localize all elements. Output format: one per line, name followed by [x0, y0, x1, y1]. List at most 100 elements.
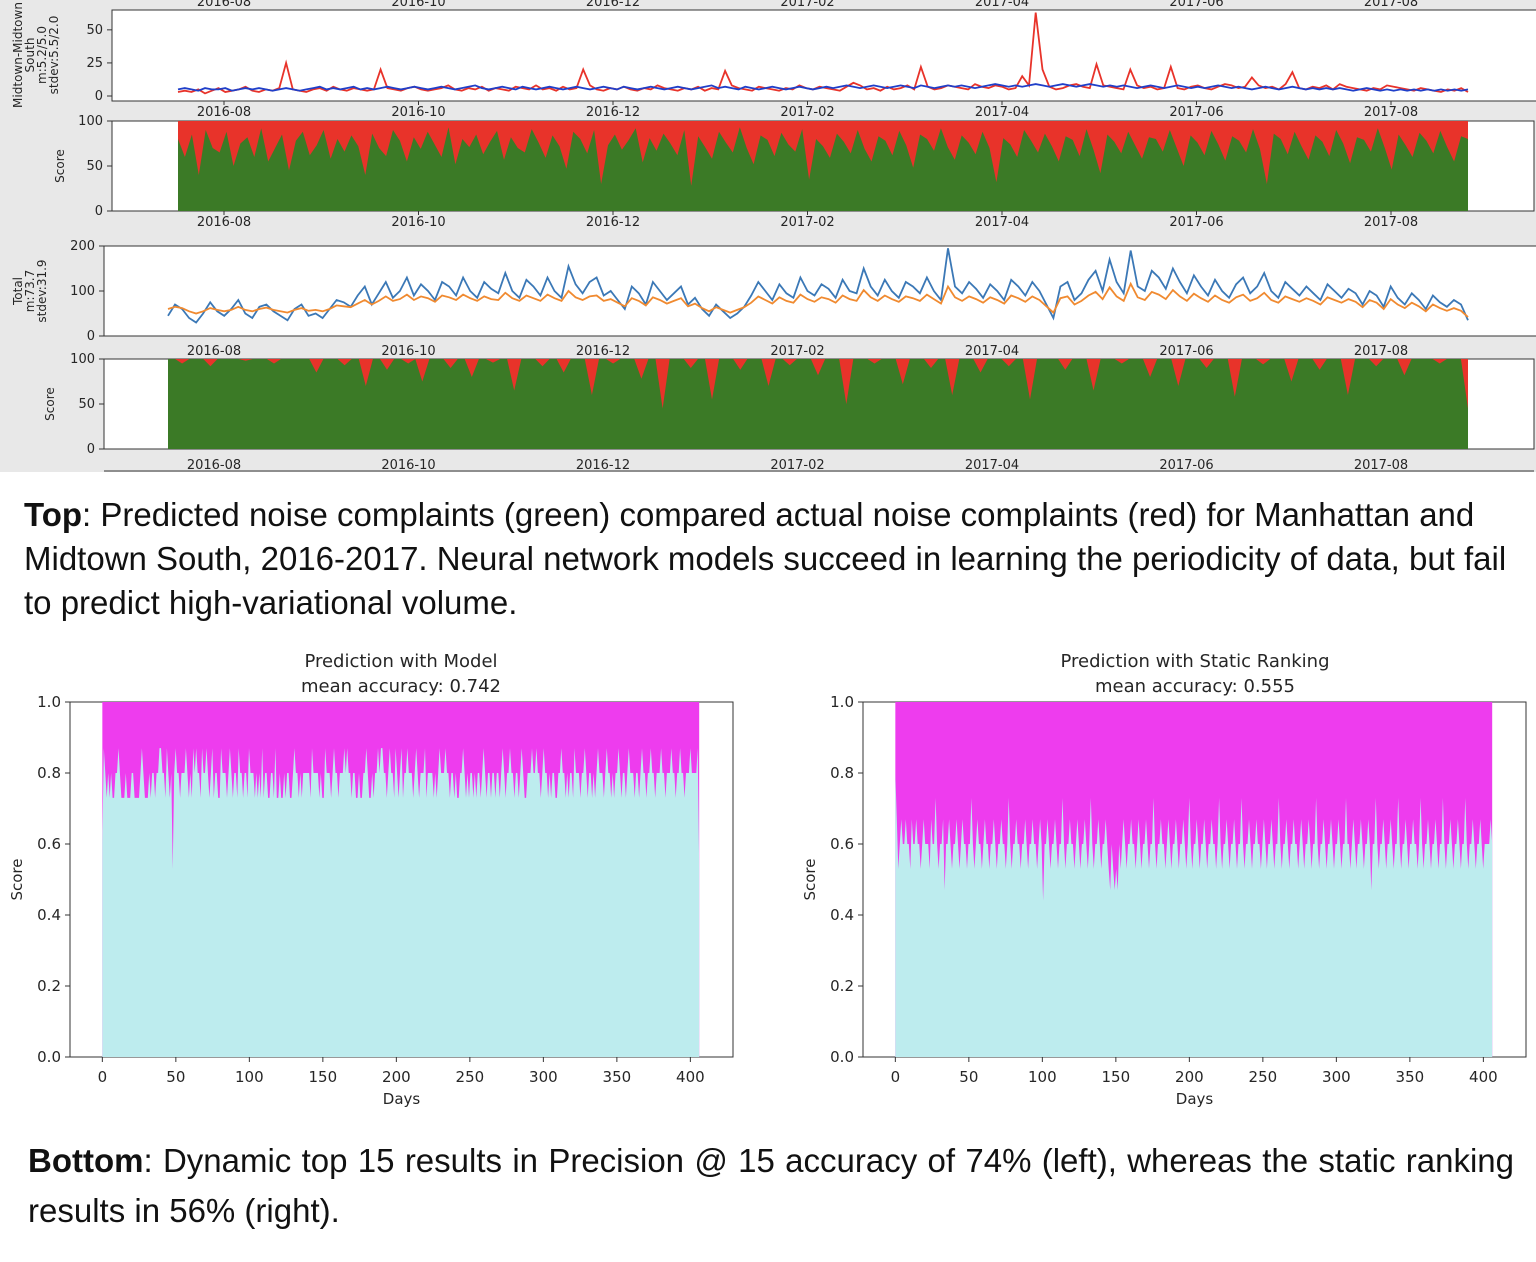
model-accuracy-xtick-label: 100	[235, 1068, 264, 1086]
static-accuracy-xtick-label: 50	[959, 1068, 978, 1086]
model-accuracy-xtick-label: 0	[98, 1068, 108, 1086]
model-accuracy-ytick-label: 0.2	[37, 977, 61, 995]
static-accuracy-xtick-label: 300	[1322, 1068, 1351, 1086]
top-caption-text: : Predicted noise complaints (green) com…	[24, 496, 1507, 621]
model-accuracy-ytick-label: 0.8	[37, 764, 61, 782]
static-accuracy-ytick-label: 0.2	[830, 977, 854, 995]
model-accuracy-xtick-label: 350	[603, 1068, 632, 1086]
midtown-top-clipped-label: 2016-12	[586, 0, 640, 10]
model-accuracy-ytick-label: 1.0	[37, 693, 61, 711]
midtown-top-clipped-label: 2017-06	[1169, 0, 1223, 10]
midtown-top-clipped-label: 2017-02	[780, 0, 834, 10]
model-accuracy-xlabel: Days	[383, 1090, 421, 1108]
total-ytick-label: 100	[70, 284, 95, 299]
total-xtick-label: 2017-06	[1159, 344, 1213, 359]
model-accuracy-xtick-label: 250	[456, 1068, 485, 1086]
midtown-xtick-label: 2016-08	[197, 105, 251, 120]
total-xtick-label: 2017-02	[770, 344, 824, 359]
midtown-xtick-label: 2017-08	[1364, 105, 1418, 120]
midtown-predicted-series-line	[177, 83, 1469, 92]
static-accuracy-xtick-label: 400	[1469, 1068, 1498, 1086]
total-score-ylabel: Score	[43, 387, 57, 421]
total-score-xtick-label: 2017-08	[1354, 458, 1408, 473]
midtown-ytick-label: 0	[95, 89, 103, 104]
total-score-xtick-label: 2017-06	[1159, 458, 1213, 473]
total-xtick-label: 2017-04	[965, 344, 1019, 359]
model-accuracy-xtick-label: 150	[309, 1068, 338, 1086]
static-accuracy-ytick-label: 0.6	[830, 835, 854, 853]
static-accuracy-ylabel: Score	[801, 858, 819, 900]
midtown-xtick-label: 2017-02	[780, 105, 834, 120]
static-accuracy-ytick-label: 0.8	[830, 764, 854, 782]
model-accuracy-ytick-label: 0.6	[37, 835, 61, 853]
midtown-score-ylabel: Score	[53, 149, 67, 183]
midtown-score-xtick-label: 2016-12	[586, 215, 640, 230]
total-actual-series-line	[167, 248, 1469, 324]
total-xtick-label: 2016-12	[576, 344, 630, 359]
top-caption-lead: Top	[24, 496, 83, 533]
total-xtick-label: 2016-10	[381, 344, 435, 359]
midtown-xtick-label: 2017-06	[1169, 105, 1223, 120]
midtown-top-clipped-label: 2017-08	[1364, 0, 1418, 10]
total-predicted-series-line	[167, 281, 1469, 318]
static-accuracy-ytick-label: 0.0	[830, 1048, 854, 1066]
midtown-score-hit-area	[178, 127, 1468, 211]
bottom-caption-text: : Dynamic top 15 results in Precision @ …	[28, 1142, 1514, 1229]
midtown-score-xtick-label: 2017-08	[1364, 215, 1418, 230]
model-accuracy-ytick-label: 0.4	[37, 906, 61, 924]
midtown-ytick-label: 25	[86, 56, 103, 71]
midtown-top-clipped-label: 2016-08	[197, 0, 251, 10]
model-accuracy-subtitle: mean accuracy: 0.742	[301, 676, 501, 697]
midtown-ylabel-line: South	[23, 38, 37, 73]
total-ylabel-line: Total	[11, 277, 25, 306]
model-accuracy-ylabel: Score	[8, 858, 26, 900]
static-accuracy-xtick-label: 200	[1175, 1068, 1204, 1086]
total-score-xtick-label: 2016-10	[381, 458, 435, 473]
model-accuracy-xtick-label: 300	[529, 1068, 558, 1086]
model-accuracy-hit-area	[102, 748, 700, 1057]
total-score-xtick-label: 2017-04	[965, 458, 1019, 473]
midtown-top-clipped-label: 2017-04	[975, 0, 1029, 10]
midtown-score-xtick-label: 2017-06	[1169, 215, 1223, 230]
midtown-score-ytick-label: 50	[86, 159, 103, 174]
static-accuracy-ytick-label: 1.0	[830, 693, 854, 711]
total-ytick-label: 200	[70, 239, 95, 254]
midtown-ytick-label: 50	[86, 23, 103, 38]
static-accuracy-xtick-label: 250	[1249, 1068, 1278, 1086]
total-xtick-label: 2016-08	[187, 344, 241, 359]
static-accuracy-xtick-label: 350	[1396, 1068, 1425, 1086]
static-accuracy-xtick-label: 150	[1102, 1068, 1131, 1086]
midtown-xtick-label: 2016-10	[391, 105, 445, 120]
midtown-score-ytick-label: 0	[95, 204, 103, 219]
bottom-caption-lead: Bottom	[28, 1142, 144, 1179]
static-accuracy-hit-area	[895, 773, 1493, 1057]
midtown-top-clipped-label: 2016-10	[391, 0, 445, 10]
total-score-ytick-label: 50	[78, 397, 95, 412]
total-score-hit-area	[168, 359, 1468, 449]
midtown-ylabel-line: stdev:5.5/2.0	[47, 16, 61, 95]
total-plot-area	[103, 245, 1536, 337]
total-ylabel-line: stdev:31.9	[35, 259, 49, 322]
midtown-xtick-label: 2017-04	[975, 105, 1029, 120]
midtown-score-xtick-label: 2017-02	[780, 215, 834, 230]
total-ylabel-line: m:73.7	[23, 270, 37, 312]
top-caption: Top: Predicted noise complaints (green) …	[24, 493, 1514, 625]
midtown-score-ytick-label: 100	[78, 114, 103, 129]
total-score-ytick-label: 100	[70, 352, 95, 367]
static-accuracy-xtick-label: 100	[1028, 1068, 1057, 1086]
midtown-xtick-label: 2016-12	[586, 105, 640, 120]
model-accuracy-ytick-label: 0.0	[37, 1048, 61, 1066]
model-accuracy-xtick-label: 400	[676, 1068, 705, 1086]
midtown-score-xtick-label: 2016-08	[197, 215, 251, 230]
midtown-ylabel-line: Midtown-Midtown	[11, 2, 25, 108]
model-accuracy-xtick-label: 200	[382, 1068, 411, 1086]
model-accuracy-title: Prediction with Model	[304, 651, 497, 672]
model-accuracy-xtick-label: 50	[166, 1068, 185, 1086]
total-score-xtick-label: 2017-02	[770, 458, 824, 473]
midtown-score-xtick-label: 2016-10	[391, 215, 445, 230]
total-ytick-label: 0	[87, 329, 95, 344]
midtown-score-xtick-label: 2017-04	[975, 215, 1029, 230]
midtown-ylabel-line: m:5.2/5.0	[35, 26, 49, 84]
static-accuracy-title: Prediction with Static Ranking	[1060, 651, 1329, 672]
